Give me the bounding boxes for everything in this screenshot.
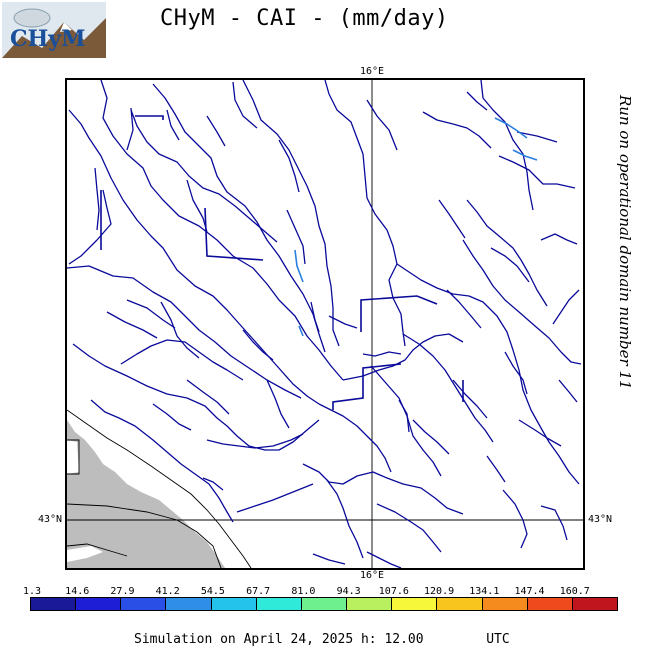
latitude-label-right: 43°N [588, 514, 613, 525]
river-network-map [67, 80, 583, 568]
colorbar-segment [482, 598, 528, 610]
latitude-label-left: 43°N [38, 514, 63, 525]
graticule [67, 80, 583, 568]
map-title: CHyM - CAI - (mm/day) [160, 6, 449, 31]
colorbar-tick-label: 1.3 [22, 586, 42, 597]
colorbar-segment [31, 598, 77, 610]
colorbar-tick-label: 107.6 [378, 586, 409, 597]
land-mask [67, 420, 225, 568]
colorbar-labels: 1.3 14.6 27.9 41.2 54.5 67.7 81.0 94.3 107.6 120.… [23, 586, 620, 598]
colorbar-tick-label: 41.2 [155, 586, 180, 597]
colorbar-segment [166, 598, 212, 610]
longitude-label-top: 16°E [360, 66, 385, 77]
colorbar-segment [301, 598, 348, 610]
colorbar-tick-label: 120.9 [424, 586, 455, 597]
colorbar-tick-label: 147.4 [514, 586, 545, 597]
map-area[interactable] [65, 78, 585, 570]
colorbar-tick-label: 160.7 [559, 586, 590, 597]
svg-text:CHyM: CHyM [10, 26, 85, 52]
timezone-label: UTC [486, 632, 510, 647]
colorbar-tick-label: 54.5 [200, 586, 225, 597]
chym-logo: CHyM [2, 2, 106, 58]
colorbar-segment [256, 598, 302, 610]
colorbar-tick-label: 94.3 [336, 586, 361, 597]
colorbar-tick-label: 67.7 [246, 586, 271, 597]
colorbar-segment [572, 598, 618, 610]
colorbar-tick-label: 27.9 [110, 586, 135, 597]
domain-note: Run on operational domain number 11 [616, 95, 636, 475]
colorbar-tick-label: 134.1 [469, 586, 500, 597]
colorbar-segment [211, 598, 257, 610]
colorbar-segment [347, 598, 393, 610]
colorbar [30, 597, 618, 611]
colorbar-tick-label: 81.0 [291, 586, 316, 597]
colorbar-segment [392, 598, 438, 610]
domain-note-text: Run on operational domain number 11 [616, 95, 634, 390]
colorbar-segment [76, 598, 122, 610]
colorbar-segment [121, 598, 167, 610]
river-network [67, 80, 582, 568]
simulation-text: Simulation on April 24, 2025 h: 12.00 [134, 632, 424, 647]
simulation-footer: Simulation on April 24, 2025 h: 12.00 UT… [134, 632, 510, 647]
colorbar-segment [527, 598, 573, 610]
colorbar-segment [437, 598, 483, 610]
colorbar-tick-label: 14.6 [65, 586, 90, 597]
longitude-label-bottom: 16°E [360, 570, 385, 581]
